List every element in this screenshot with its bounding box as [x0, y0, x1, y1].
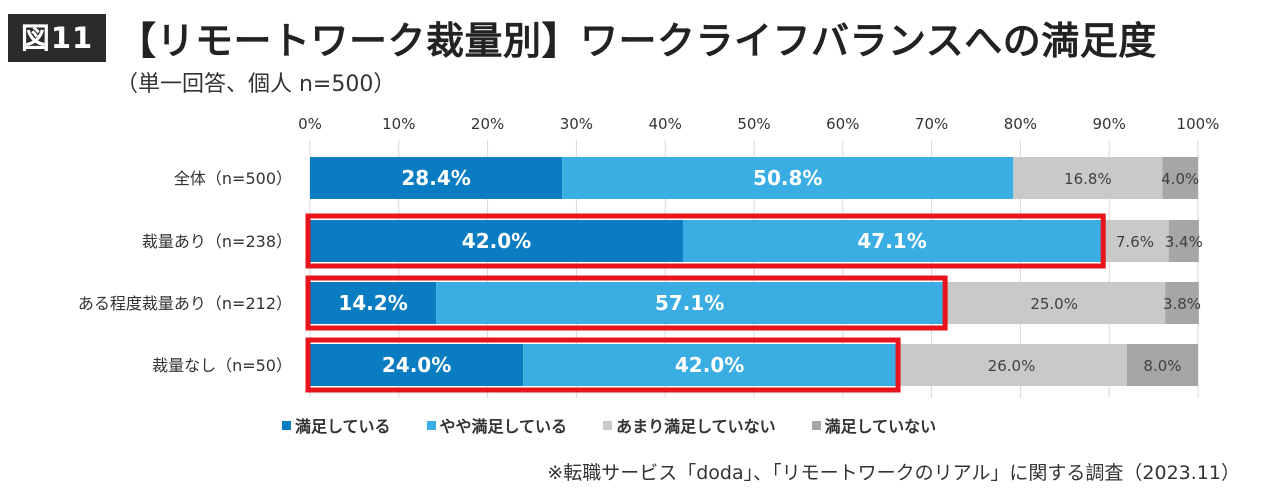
bar-segment — [310, 220, 683, 262]
bar-segment — [310, 344, 524, 386]
bar-segment — [896, 344, 1127, 386]
data-label: 8.0% — [1143, 357, 1181, 375]
bar-segment — [1162, 157, 1198, 199]
legend-item: 満足している — [282, 413, 391, 437]
bar-segment — [562, 157, 1014, 199]
source-note: ※転職サービス「doda」、「リモートワークのリアル」に関する調査（2023.1… — [547, 462, 1240, 484]
data-label: 24.0% — [382, 353, 451, 377]
bar-segment — [1101, 220, 1169, 262]
data-label: 4.0% — [1161, 170, 1199, 188]
legend-swatch — [603, 420, 613, 430]
category-label: 裁量なし（n=50） — [152, 356, 292, 375]
data-label: 7.6% — [1116, 233, 1154, 251]
x-tick-label: 100% — [1177, 115, 1220, 133]
bar-segment — [682, 220, 1102, 262]
x-tick-label: 20% — [471, 115, 504, 133]
legend-label: 満足している — [295, 417, 391, 436]
data-label: 42.0% — [675, 353, 744, 377]
data-label: 28.4% — [401, 166, 470, 190]
legend-item: やや満足している — [426, 413, 568, 437]
chart-title: 【リモートワーク裁量別】ワークライフバランスへの満足度 — [118, 19, 1157, 63]
legend-swatch — [426, 420, 436, 430]
bar-segment — [436, 282, 944, 324]
highlight-box — [305, 275, 948, 331]
legend-label: 満足していない — [824, 417, 937, 436]
legend-item: あまり満足していない — [603, 413, 776, 437]
data-label: 3.8% — [1163, 295, 1201, 313]
bar-segment — [943, 282, 1166, 324]
data-label: 16.8% — [1064, 170, 1112, 188]
x-tick-label: 0% — [298, 115, 322, 133]
bar-segment — [310, 157, 563, 199]
legend-label: あまり満足していない — [616, 417, 776, 436]
highlight-box — [305, 213, 1106, 269]
legend-swatch — [282, 420, 291, 430]
x-tick-label: 80% — [1004, 115, 1037, 133]
chart-subtitle: （単一回答、個人 n=500） — [116, 72, 396, 97]
bar-segment — [523, 344, 897, 386]
x-tick-label: 40% — [649, 115, 682, 133]
bar-segment — [1165, 282, 1199, 324]
data-label: 50.8% — [753, 166, 822, 190]
data-label: 47.1% — [857, 229, 926, 253]
category-label: 裁量あり（n=238） — [142, 232, 292, 251]
bar-segment — [1168, 220, 1199, 262]
x-tick-label: 60% — [826, 115, 859, 133]
chart-legend: 満足している やや満足している あまり満足していない 満足していない — [282, 413, 972, 437]
data-label: 42.0% — [462, 229, 531, 253]
data-label: 25.0% — [1030, 295, 1078, 313]
legend-swatch — [811, 420, 821, 430]
category-label: ある程度裁量あり（n=212） — [78, 294, 292, 313]
data-label: 14.2% — [338, 291, 407, 315]
highlight-box — [305, 337, 901, 393]
x-tick-label: 50% — [737, 115, 770, 133]
x-tick-label: 70% — [915, 115, 948, 133]
figure-badge: 図11 — [8, 14, 106, 62]
bar-segment — [1126, 344, 1198, 386]
stacked-bar-chart: 0% 10% 20% 30% 40% 50% 60% 70% 80% 90% 100% 全体（n=50… — [78, 115, 1220, 398]
x-tick-label: 30% — [560, 115, 593, 133]
data-label: 3.4% — [1165, 233, 1203, 251]
category-label: 全体（n=500） — [174, 169, 292, 188]
x-tick-label: 90% — [1093, 115, 1126, 133]
legend-item: 満足していない — [811, 413, 937, 437]
data-label: 26.0% — [988, 357, 1036, 375]
x-tick-label: 10% — [382, 115, 415, 133]
legend-label: やや満足している — [439, 417, 568, 436]
data-label: 57.1% — [655, 291, 724, 315]
bar-segment — [1013, 157, 1163, 199]
bar-segment — [310, 282, 437, 324]
